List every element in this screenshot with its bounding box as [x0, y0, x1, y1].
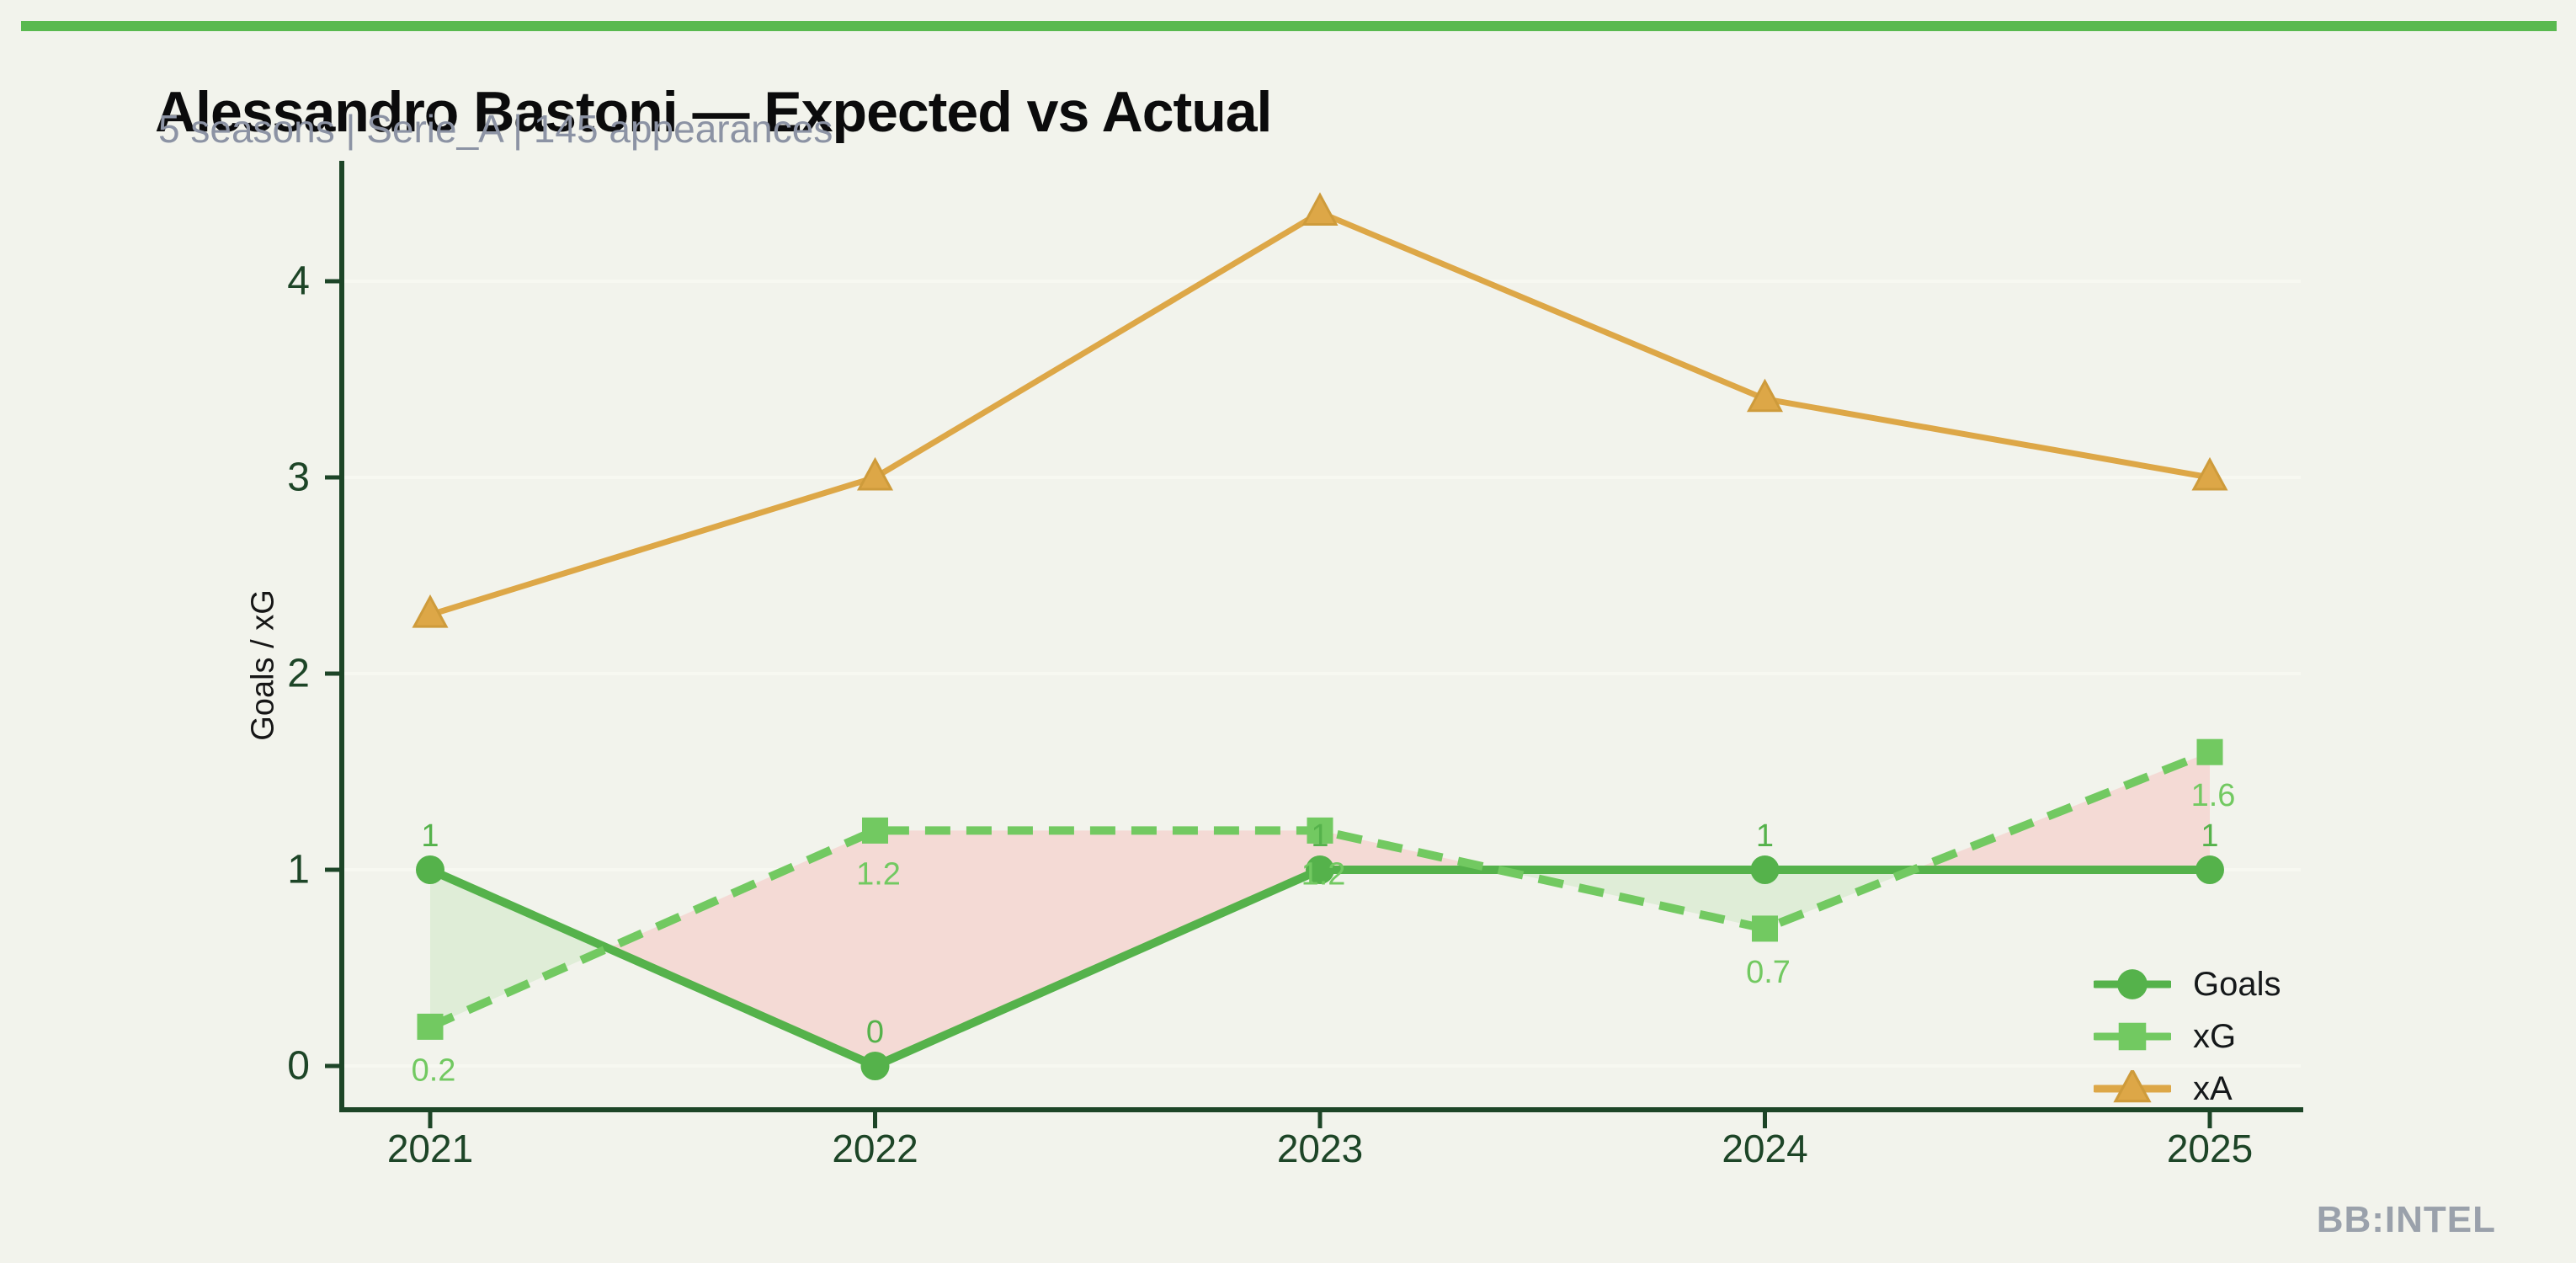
y-tick-label: 0 [287, 1044, 310, 1089]
fill-xg-above-goals [608, 830, 1498, 1066]
fill-goals-above-xg [1498, 870, 1913, 929]
x-tick-label: 2021 [387, 1127, 473, 1170]
legend-label-xa: xA [2193, 1069, 2233, 1107]
legend-item-xa: xA [2094, 1063, 2281, 1115]
legend-label-goals: Goals [2193, 965, 2281, 1003]
legend-label-xg: xG [2193, 1017, 2237, 1055]
goals-markers [416, 855, 2224, 1080]
goals-line-marker-icon [2094, 969, 2171, 999]
x-tick-label: 2022 [832, 1127, 918, 1170]
legend-item-goals: Goals [2094, 958, 2281, 1010]
page-title: Alessandro Bastoni — Expected vs Actual [155, 79, 1272, 144]
fill-goals-above-xg [430, 870, 609, 1027]
xg-point-label: 1.6 [2191, 778, 2236, 813]
legend-item-xg: xG [2094, 1010, 2281, 1063]
goals-point-label: 1 [2201, 818, 2218, 854]
xa-markers [412, 192, 2228, 628]
x-tick-label: 2024 [1722, 1127, 1807, 1170]
xg-point-label: 0.2 [412, 1052, 456, 1088]
xg-point-label: 1.2 [1301, 856, 1346, 892]
xg-line-marker-icon [2094, 1022, 2171, 1051]
xg-point-label: 0.7 [1746, 955, 1791, 990]
axes: 0 1 2 3 4 2021 2022 2023 2024 2025 [287, 161, 2303, 1170]
top-accent-bar [21, 21, 2557, 31]
page-subtitle: 5 seasons | Serie_A | 145 appearances [158, 107, 833, 151]
x-tick-label: 2023 [1277, 1127, 1363, 1170]
y-tick-label: 4 [287, 259, 310, 304]
xa-line [428, 209, 2211, 618]
y-tick-label: 3 [287, 456, 310, 500]
chart-legend: Goals xG xA [2094, 958, 2281, 1115]
x-tick-label: 2025 [2167, 1127, 2253, 1170]
watermark: BB:INTEL [2316, 1199, 2496, 1240]
y-tick-label: 2 [287, 652, 310, 696]
goals-point-label: 1 [421, 818, 439, 854]
point-labels: 1 0 1 1 1 0.2 1.2 1.2 0.7 1.6 [412, 778, 2236, 1088]
y-axis-title: Goals / xG [245, 589, 281, 741]
goals-point-label: 0 [866, 1015, 884, 1050]
goals-point-label: 1 [1311, 818, 1328, 854]
xa-line-marker-icon [2094, 1070, 2171, 1103]
axis-spines [339, 161, 2303, 1112]
gridlines [342, 280, 2301, 1068]
goals-point-label: 1 [1756, 818, 1774, 854]
xg-point-label: 1.2 [856, 856, 901, 892]
y-tick-label: 1 [287, 848, 310, 893]
xg-markers [417, 738, 2223, 1040]
